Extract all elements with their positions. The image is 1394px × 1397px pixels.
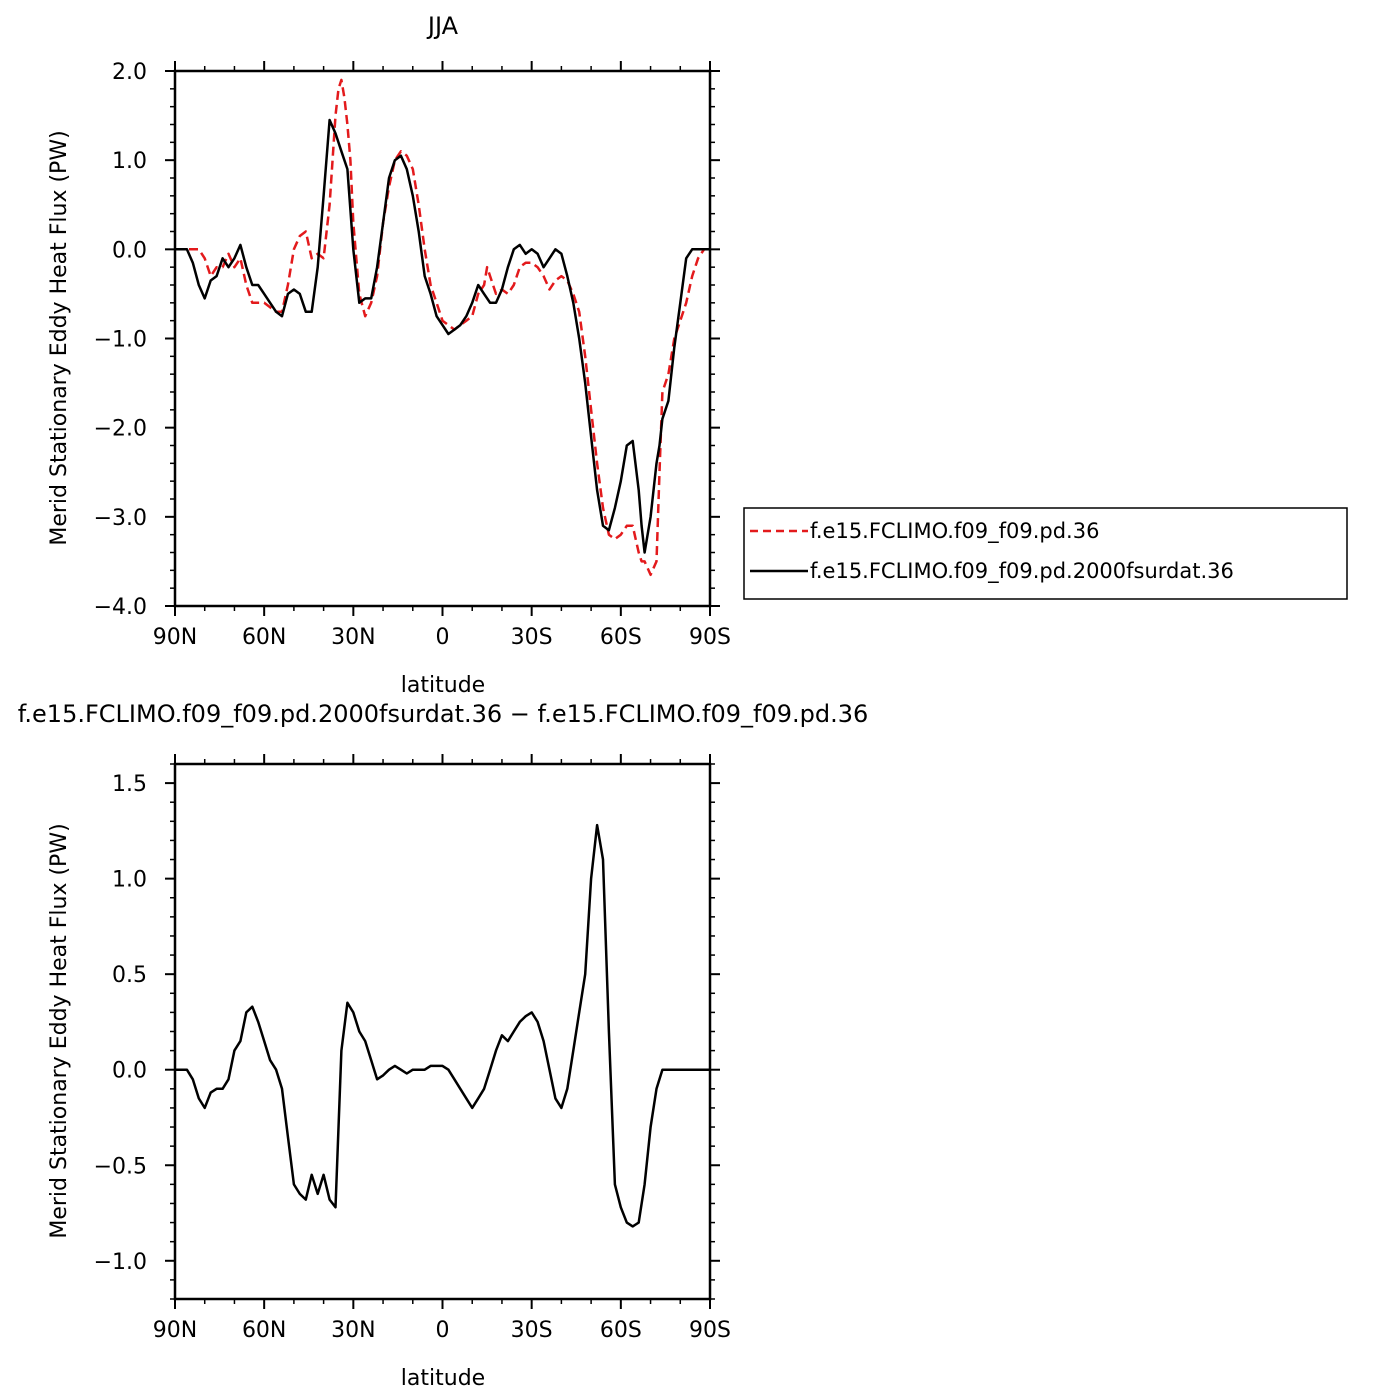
bottom-x-tick-label: 0: [436, 1318, 450, 1343]
top-x-tick-label: 90S: [689, 625, 731, 650]
top-x-tick-label: 30S: [511, 625, 553, 650]
bottom-y-tick-label: −1.0: [94, 1250, 147, 1275]
bottom-y-tick-label: 0.0: [112, 1059, 147, 1084]
top-y-tick-label: −1.0: [94, 328, 147, 353]
top-y-tick-label: −3.0: [94, 506, 147, 531]
bottom-y-tick-label: 1.5: [112, 772, 147, 797]
top-y-tick-label: 2.0: [112, 60, 147, 85]
top-chart-panel: JJA 90N 60N 30N 0 30S 60S 90S −4.0 −3.0 −2.0 −1.0 0…: [47, 12, 731, 698]
bottom-y-tick-label: 1.0: [112, 868, 147, 893]
top-x-tick-label: 60N: [242, 625, 286, 650]
top-series-line-2: [175, 118, 710, 554]
bottom-x-tick-label: 30S: [511, 1318, 553, 1343]
top-axis-ticks: 90N 60N 30N 0 30S 60S 90S −4.0 −3.0 −2.0 −1.0 0.0 1.…: [94, 60, 731, 650]
top-x-tick-label: 60S: [600, 625, 642, 650]
bottom-x-axis-label: latitude: [401, 1366, 485, 1391]
top-y-tick-label: −2.0: [94, 417, 147, 442]
top-chart-title: JJA: [426, 12, 459, 40]
top-y-axis-label: Merid Stationary Eddy Heat Flux (PW): [47, 130, 72, 545]
top-series-group: [175, 78, 710, 577]
bottom-x-tick-label: 30N: [331, 1318, 375, 1343]
legend: f.e15.FCLIMO.f09_f09.pd.36 f.e15.FCLIMO.…: [743, 507, 1348, 600]
bottom-y-tick-label: −0.5: [94, 1154, 147, 1179]
bottom-x-tick-label: 60N: [242, 1318, 286, 1343]
bottom-x-tick-label: 60S: [600, 1318, 642, 1343]
legend-label-series-1: f.e15.FCLIMO.f09_f09.pd.36: [810, 519, 1099, 544]
top-x-axis-label: latitude: [401, 673, 485, 698]
bottom-axis-ticks: 90N 60N 30N 0 30S 60S 90S −1.0 −0.5 0.0 0.5 1.0 1.5: [94, 754, 731, 1343]
top-y-tick-label: 0.0: [112, 238, 147, 263]
bottom-y-axis-label: Merid Stationary Eddy Heat Flux (PW): [47, 823, 72, 1238]
top-series-line-1: [175, 78, 710, 577]
bottom-series-group: [175, 823, 710, 1228]
top-y-tick-label: 1.0: [112, 149, 147, 174]
top-x-tick-label: 90N: [153, 625, 197, 650]
bottom-chart-title: f.e15.FCLIMO.f09_f09.pd.2000fsurdat.36 −…: [18, 700, 869, 728]
top-x-tick-label: 30N: [331, 625, 375, 650]
bottom-plot-frame: [173, 762, 712, 1301]
bottom-x-tick-label: 90S: [689, 1318, 731, 1343]
legend-box: [743, 507, 1348, 600]
top-y-tick-label: −4.0: [94, 595, 147, 620]
legend-label-series-2: f.e15.FCLIMO.f09_f09.pd.2000fsurdat.36: [810, 559, 1234, 584]
bottom-x-tick-label: 90N: [153, 1318, 197, 1343]
top-x-tick-label: 0: [436, 625, 450, 650]
bottom-y-tick-label: 0.5: [112, 963, 147, 988]
bottom-series-line-1: [175, 823, 710, 1228]
bottom-chart-panel: f.e15.FCLIMO.f09_f09.pd.2000fsurdat.36 −…: [18, 700, 869, 1391]
